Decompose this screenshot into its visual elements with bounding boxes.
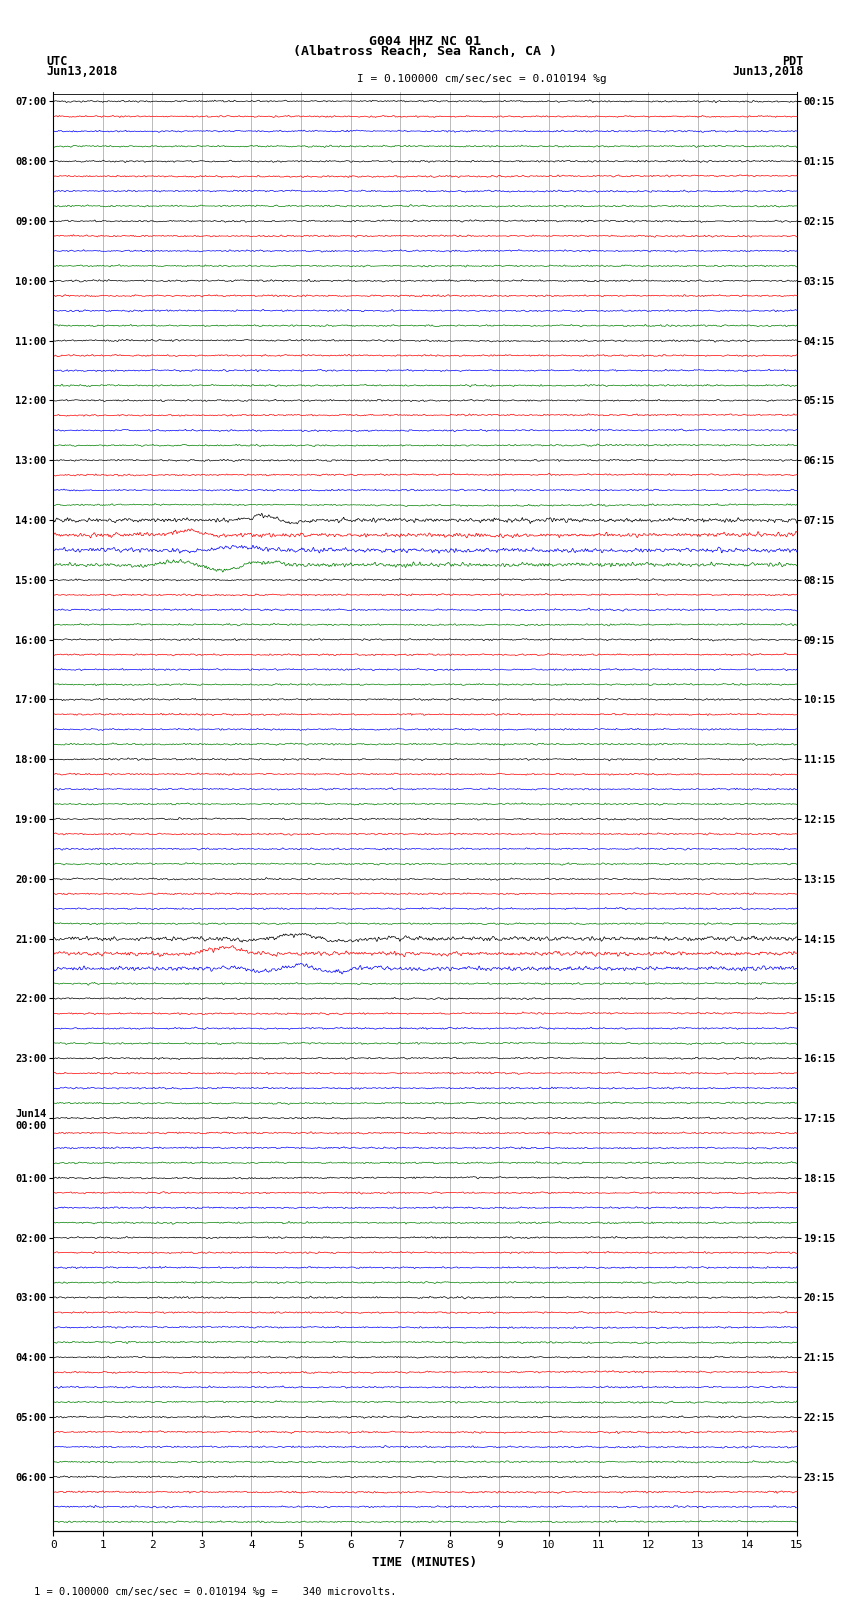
Text: G004 HHZ NC 01: G004 HHZ NC 01 xyxy=(369,35,481,48)
Text: (Albatross Reach, Sea Ranch, CA ): (Albatross Reach, Sea Ranch, CA ) xyxy=(293,45,557,58)
Text: PDT: PDT xyxy=(782,55,803,68)
Text: Jun13,2018: Jun13,2018 xyxy=(732,65,803,77)
X-axis label: TIME (MINUTES): TIME (MINUTES) xyxy=(372,1557,478,1569)
Text: I = 0.100000 cm/sec/sec = 0.010194 %g: I = 0.100000 cm/sec/sec = 0.010194 %g xyxy=(357,74,607,84)
Text: 1 = 0.100000 cm/sec/sec = 0.010194 %g =    340 microvolts.: 1 = 0.100000 cm/sec/sec = 0.010194 %g = … xyxy=(34,1587,396,1597)
Text: UTC: UTC xyxy=(47,55,68,68)
Text: Jun13,2018: Jun13,2018 xyxy=(47,65,118,77)
